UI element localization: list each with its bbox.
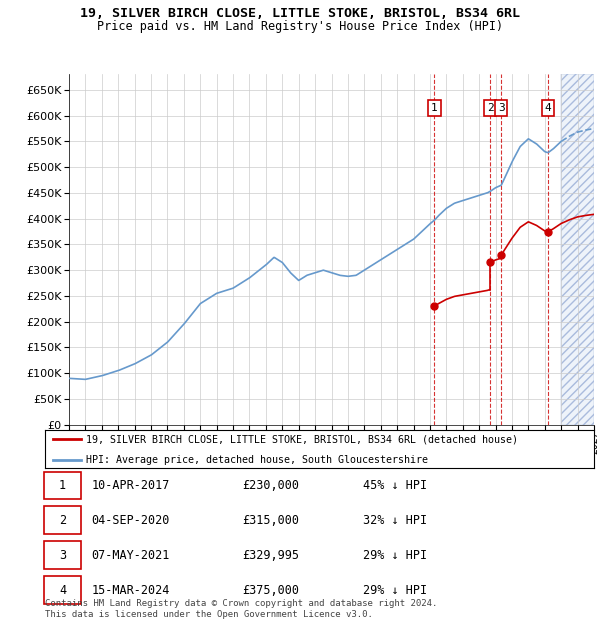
Text: £315,000: £315,000 xyxy=(242,514,299,527)
FancyBboxPatch shape xyxy=(44,541,81,569)
Text: 32% ↓ HPI: 32% ↓ HPI xyxy=(364,514,428,527)
Text: 19, SILVER BIRCH CLOSE, LITTLE STOKE, BRISTOL, BS34 6RL (detached house): 19, SILVER BIRCH CLOSE, LITTLE STOKE, BR… xyxy=(86,434,518,445)
Text: £230,000: £230,000 xyxy=(242,479,299,492)
Text: 2: 2 xyxy=(59,514,66,527)
Text: 15-MAR-2024: 15-MAR-2024 xyxy=(92,583,170,596)
Text: 19, SILVER BIRCH CLOSE, LITTLE STOKE, BRISTOL, BS34 6RL: 19, SILVER BIRCH CLOSE, LITTLE STOKE, BR… xyxy=(80,7,520,20)
Text: HPI: Average price, detached house, South Gloucestershire: HPI: Average price, detached house, Sout… xyxy=(86,454,428,464)
Text: £329,995: £329,995 xyxy=(242,549,299,562)
Bar xyxy=(561,74,594,425)
Text: 3: 3 xyxy=(59,549,66,562)
FancyBboxPatch shape xyxy=(44,472,81,500)
Text: 45% ↓ HPI: 45% ↓ HPI xyxy=(364,479,428,492)
Text: 4: 4 xyxy=(545,103,551,113)
Text: £375,000: £375,000 xyxy=(242,583,299,596)
Text: 3: 3 xyxy=(498,103,505,113)
Text: 29% ↓ HPI: 29% ↓ HPI xyxy=(364,549,428,562)
Text: 4: 4 xyxy=(59,583,66,596)
Text: 04-SEP-2020: 04-SEP-2020 xyxy=(92,514,170,527)
Text: 29% ↓ HPI: 29% ↓ HPI xyxy=(364,583,428,596)
FancyBboxPatch shape xyxy=(44,507,81,534)
Text: 1: 1 xyxy=(431,103,438,113)
Text: Price paid vs. HM Land Registry's House Price Index (HPI): Price paid vs. HM Land Registry's House … xyxy=(97,20,503,33)
Text: Contains HM Land Registry data © Crown copyright and database right 2024.
This d: Contains HM Land Registry data © Crown c… xyxy=(45,600,437,619)
Bar xyxy=(561,74,594,425)
FancyBboxPatch shape xyxy=(44,576,81,604)
Text: 2: 2 xyxy=(487,103,494,113)
Text: 07-MAY-2021: 07-MAY-2021 xyxy=(92,549,170,562)
Text: 10-APR-2017: 10-APR-2017 xyxy=(92,479,170,492)
Text: 1: 1 xyxy=(59,479,66,492)
